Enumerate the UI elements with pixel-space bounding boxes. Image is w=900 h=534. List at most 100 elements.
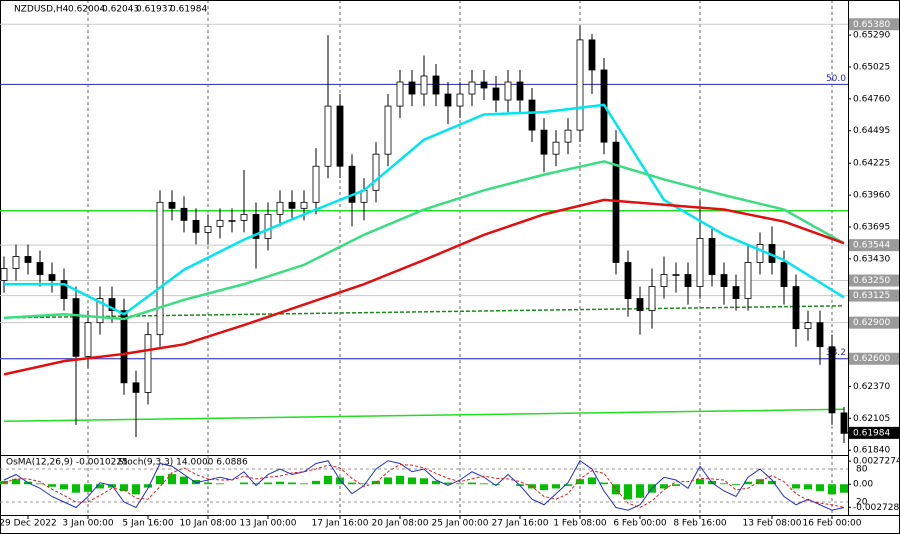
- x-tick-label: 5 Jan 16:00: [122, 519, 174, 529]
- candle-body: [624, 262, 632, 299]
- candle-body: [156, 201, 164, 336]
- osma-bar: [324, 475, 332, 485]
- candle-body: [84, 322, 92, 357]
- osma-bar: [264, 482, 272, 485]
- fib-label: 50.0: [826, 74, 846, 84]
- candle-body: [348, 165, 356, 203]
- candle-body: [432, 75, 440, 95]
- candle-body: [816, 322, 824, 348]
- level-label: 0.65380: [853, 20, 890, 30]
- candle-body: [708, 238, 716, 275]
- osma-bar: [552, 484, 560, 489]
- x-tick-label: 10 Jan 08:00: [180, 519, 237, 529]
- candle-body: [288, 201, 296, 209]
- osma-bar: [540, 484, 548, 491]
- x-tick-label: 13 Feb 08:00: [742, 519, 801, 529]
- bar-value: 0.62043: [102, 5, 139, 15]
- stoch-level-label: 20: [856, 498, 868, 508]
- candle-body: [60, 280, 68, 299]
- level-box: [849, 274, 899, 287]
- x-tick-label: 13 Jan 00:00: [240, 519, 297, 529]
- osma-bar: [612, 484, 620, 495]
- candle-body: [144, 334, 152, 393]
- osma-bar: [36, 483, 44, 485]
- y-tick-label: 0.63430: [853, 254, 890, 264]
- candle-body: [312, 165, 320, 203]
- candle-body: [276, 201, 284, 215]
- candle-body: [504, 81, 512, 101]
- osma-bar: [744, 481, 752, 485]
- candle-body: [780, 262, 788, 287]
- moving-average: [3, 160, 845, 321]
- candle-body: [564, 129, 572, 143]
- candle-body: [552, 141, 560, 155]
- y-tick-label: 0.0027274: [853, 457, 900, 467]
- osma-bar: [792, 484, 800, 489]
- osma-bar: [300, 483, 308, 485]
- osma-title: OsMA(12,26,9) -0.0010225: [6, 458, 128, 468]
- candle-body: [480, 81, 488, 89]
- osma-bar: [144, 484, 152, 488]
- level-box: [849, 18, 899, 31]
- osma-bar: [732, 484, 740, 486]
- osma-bar: [396, 475, 404, 485]
- osma-bar: [576, 479, 584, 485]
- osma-bar: [696, 479, 704, 485]
- candle-body: [108, 298, 116, 312]
- osma-bar: [96, 484, 104, 489]
- osma-bar: [816, 484, 824, 491]
- candle-body: [72, 298, 80, 357]
- osma-bar: [168, 474, 176, 485]
- candle-body: [684, 274, 692, 287]
- level-box: [849, 239, 899, 252]
- level-box: [849, 352, 899, 365]
- candle-body: [36, 262, 44, 275]
- candle-body: [528, 99, 536, 131]
- y-tick-label: 0.63695: [853, 222, 890, 232]
- osma-bar: [372, 480, 380, 485]
- osma-bar: [384, 477, 392, 485]
- osma-bar: [156, 475, 164, 485]
- candle-body: [204, 225, 212, 233]
- osma-bar: [588, 477, 596, 485]
- osma-bar: [72, 484, 80, 493]
- osma-bar: [480, 483, 488, 485]
- level-box: [849, 316, 899, 329]
- candle-body: [12, 256, 20, 269]
- candle-body: [24, 256, 32, 263]
- level-label: 0.63544: [853, 241, 890, 251]
- candle-body: [444, 93, 452, 107]
- candle-body: [732, 286, 740, 299]
- candle-body: [120, 310, 128, 384]
- candle-body: [612, 141, 620, 263]
- candle-body: [408, 81, 416, 95]
- candle-body: [648, 286, 656, 312]
- trend-line: [3, 305, 845, 319]
- y-tick-label: 0.64760: [853, 94, 890, 104]
- symbol: NZDUSD,H4: [14, 5, 69, 15]
- candle-body: [576, 39, 584, 131]
- level-label: 0.62600: [853, 354, 890, 364]
- stoch-level-label: 80: [856, 465, 868, 475]
- osma-bar: [624, 484, 632, 500]
- candle-body: [336, 105, 344, 167]
- candle-body: [216, 219, 224, 227]
- candle-body: [636, 298, 644, 312]
- osma-bar: [720, 483, 728, 485]
- osma-bar: [672, 484, 680, 486]
- candle-body: [372, 153, 380, 191]
- candle-body: [168, 201, 176, 209]
- osma-bar: [636, 484, 644, 498]
- y-tick-label: 0.65290: [853, 31, 890, 41]
- osma-bar: [408, 477, 416, 485]
- osma-bar: [192, 480, 200, 485]
- osma-bar: [420, 478, 428, 485]
- moving-average: [4, 103, 845, 316]
- osma-bar: [12, 479, 20, 485]
- y-tick-label: 0.63960: [853, 191, 890, 201]
- moving-average: [3, 198, 845, 376]
- last-price-label: 0.61984: [853, 428, 890, 438]
- candle-body: [492, 87, 500, 101]
- osma-bar: [276, 481, 284, 485]
- candle-body: [0, 268, 8, 281]
